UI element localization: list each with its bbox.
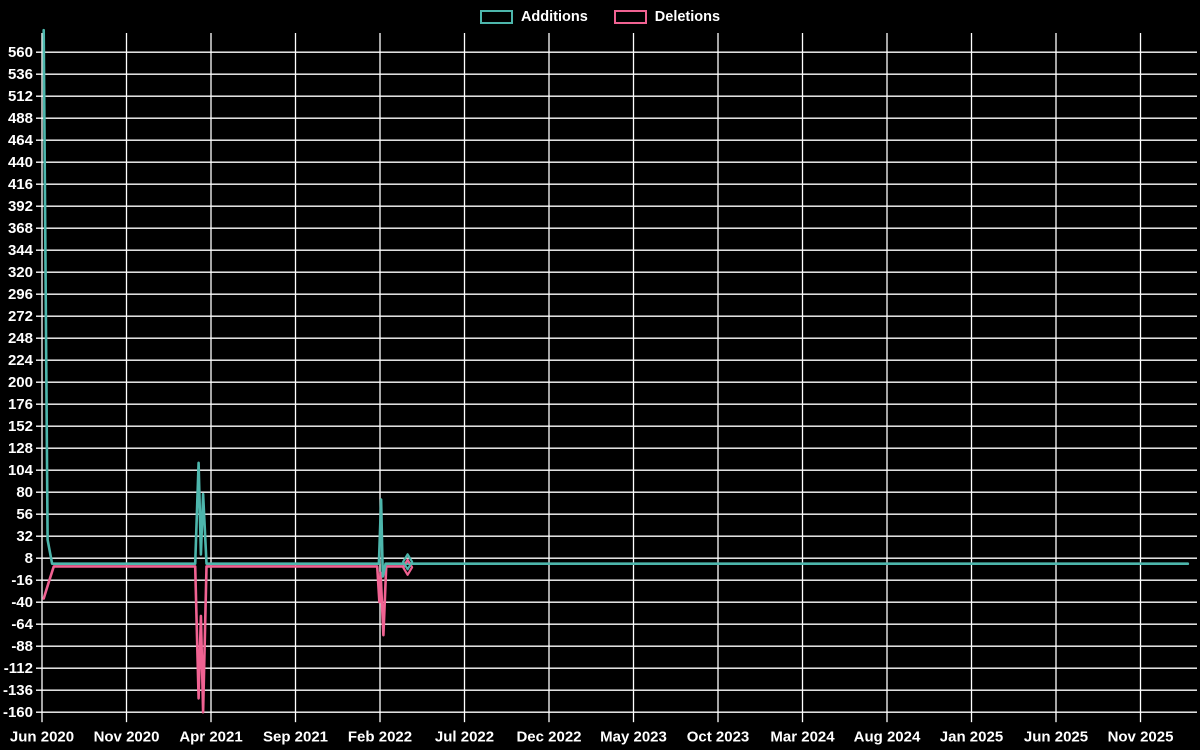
- x-axis-tick-label: May 2023: [600, 728, 667, 745]
- y-axis-tick-label: 8: [25, 550, 33, 567]
- legend-label: Additions: [520, 9, 588, 25]
- x-axis-tick-label: Feb 2022: [348, 728, 412, 745]
- y-axis-tick-label: 488: [8, 110, 33, 127]
- y-axis-tick-label: -160: [3, 704, 33, 721]
- x-axis-tick-label: Nov 2020: [94, 728, 160, 745]
- x-axis-tick-label: Dec 2022: [516, 728, 581, 745]
- y-axis-tick-label: 464: [8, 132, 34, 149]
- x-axis-tick-label: Oct 2023: [687, 728, 750, 745]
- x-axis-tick-label: Mar 2024: [770, 728, 835, 745]
- x-axis-tick-label: Jan 2025: [940, 728, 1003, 745]
- x-axis-tick-label: Jun 2025: [1024, 728, 1088, 745]
- y-axis-tick-label: 200: [8, 374, 33, 391]
- x-axis-tick-label: Jul 2022: [435, 728, 494, 745]
- deletions-line: [42, 565, 406, 714]
- legend-swatch-icon: [479, 10, 513, 24]
- y-axis-tick-label: -64: [11, 616, 33, 633]
- y-axis-tick-label: 248: [8, 330, 33, 347]
- y-axis-tick-label: 392: [8, 198, 33, 215]
- y-axis-tick-label: 176: [8, 396, 33, 413]
- legend-item-deletions[interactable]: Deletions: [613, 9, 721, 25]
- y-axis-tick-label: -112: [4, 660, 33, 677]
- y-axis-tick-label: 536: [8, 66, 33, 83]
- y-axis-tick-label: 224: [8, 352, 34, 369]
- y-axis-tick-label: -40: [11, 594, 33, 611]
- y-axis-tick-label: -88: [11, 638, 33, 655]
- y-axis-tick-label: 416: [8, 176, 33, 193]
- y-axis-tick-label: -16: [11, 572, 33, 589]
- y-axis-tick-label: 560: [8, 44, 33, 61]
- y-axis-tick-label: 104: [8, 462, 34, 479]
- y-axis-tick-label: 344: [8, 242, 34, 259]
- x-axis-tick-label: Jun 2020: [10, 728, 74, 745]
- x-axis-tick-label: Sep 2021: [263, 728, 328, 745]
- additions-line: [42, 28, 1190, 578]
- x-axis-tick-label: Apr 2021: [179, 728, 242, 745]
- legend-swatch-icon: [613, 10, 647, 24]
- x-axis-tick-label: Aug 2024: [854, 728, 921, 745]
- y-axis-tick-label: 80: [16, 484, 33, 501]
- y-axis-tick-label: 152: [8, 418, 33, 435]
- y-axis-tick-label: 32: [16, 528, 33, 545]
- y-axis-tick-label: 368: [8, 220, 33, 237]
- additions-diamond-marker: [402, 553, 414, 571]
- legend-label: Deletions: [654, 9, 721, 25]
- y-axis-tick-label: 128: [8, 440, 33, 457]
- chart-legend: Additions Deletions: [0, 9, 1200, 25]
- y-axis-tick-label: 320: [8, 264, 33, 281]
- y-axis-tick-label: 440: [8, 154, 33, 171]
- x-axis-tick-label: Nov 2025: [1108, 728, 1174, 745]
- y-axis-tick-label: 512: [8, 88, 33, 105]
- y-axis-tick-label: -136: [3, 682, 33, 699]
- y-axis-tick-label: 296: [8, 286, 33, 303]
- legend-item-additions[interactable]: Additions: [479, 9, 588, 25]
- y-axis-tick-label: 272: [8, 308, 33, 325]
- y-axis-tick-label: 56: [16, 506, 33, 523]
